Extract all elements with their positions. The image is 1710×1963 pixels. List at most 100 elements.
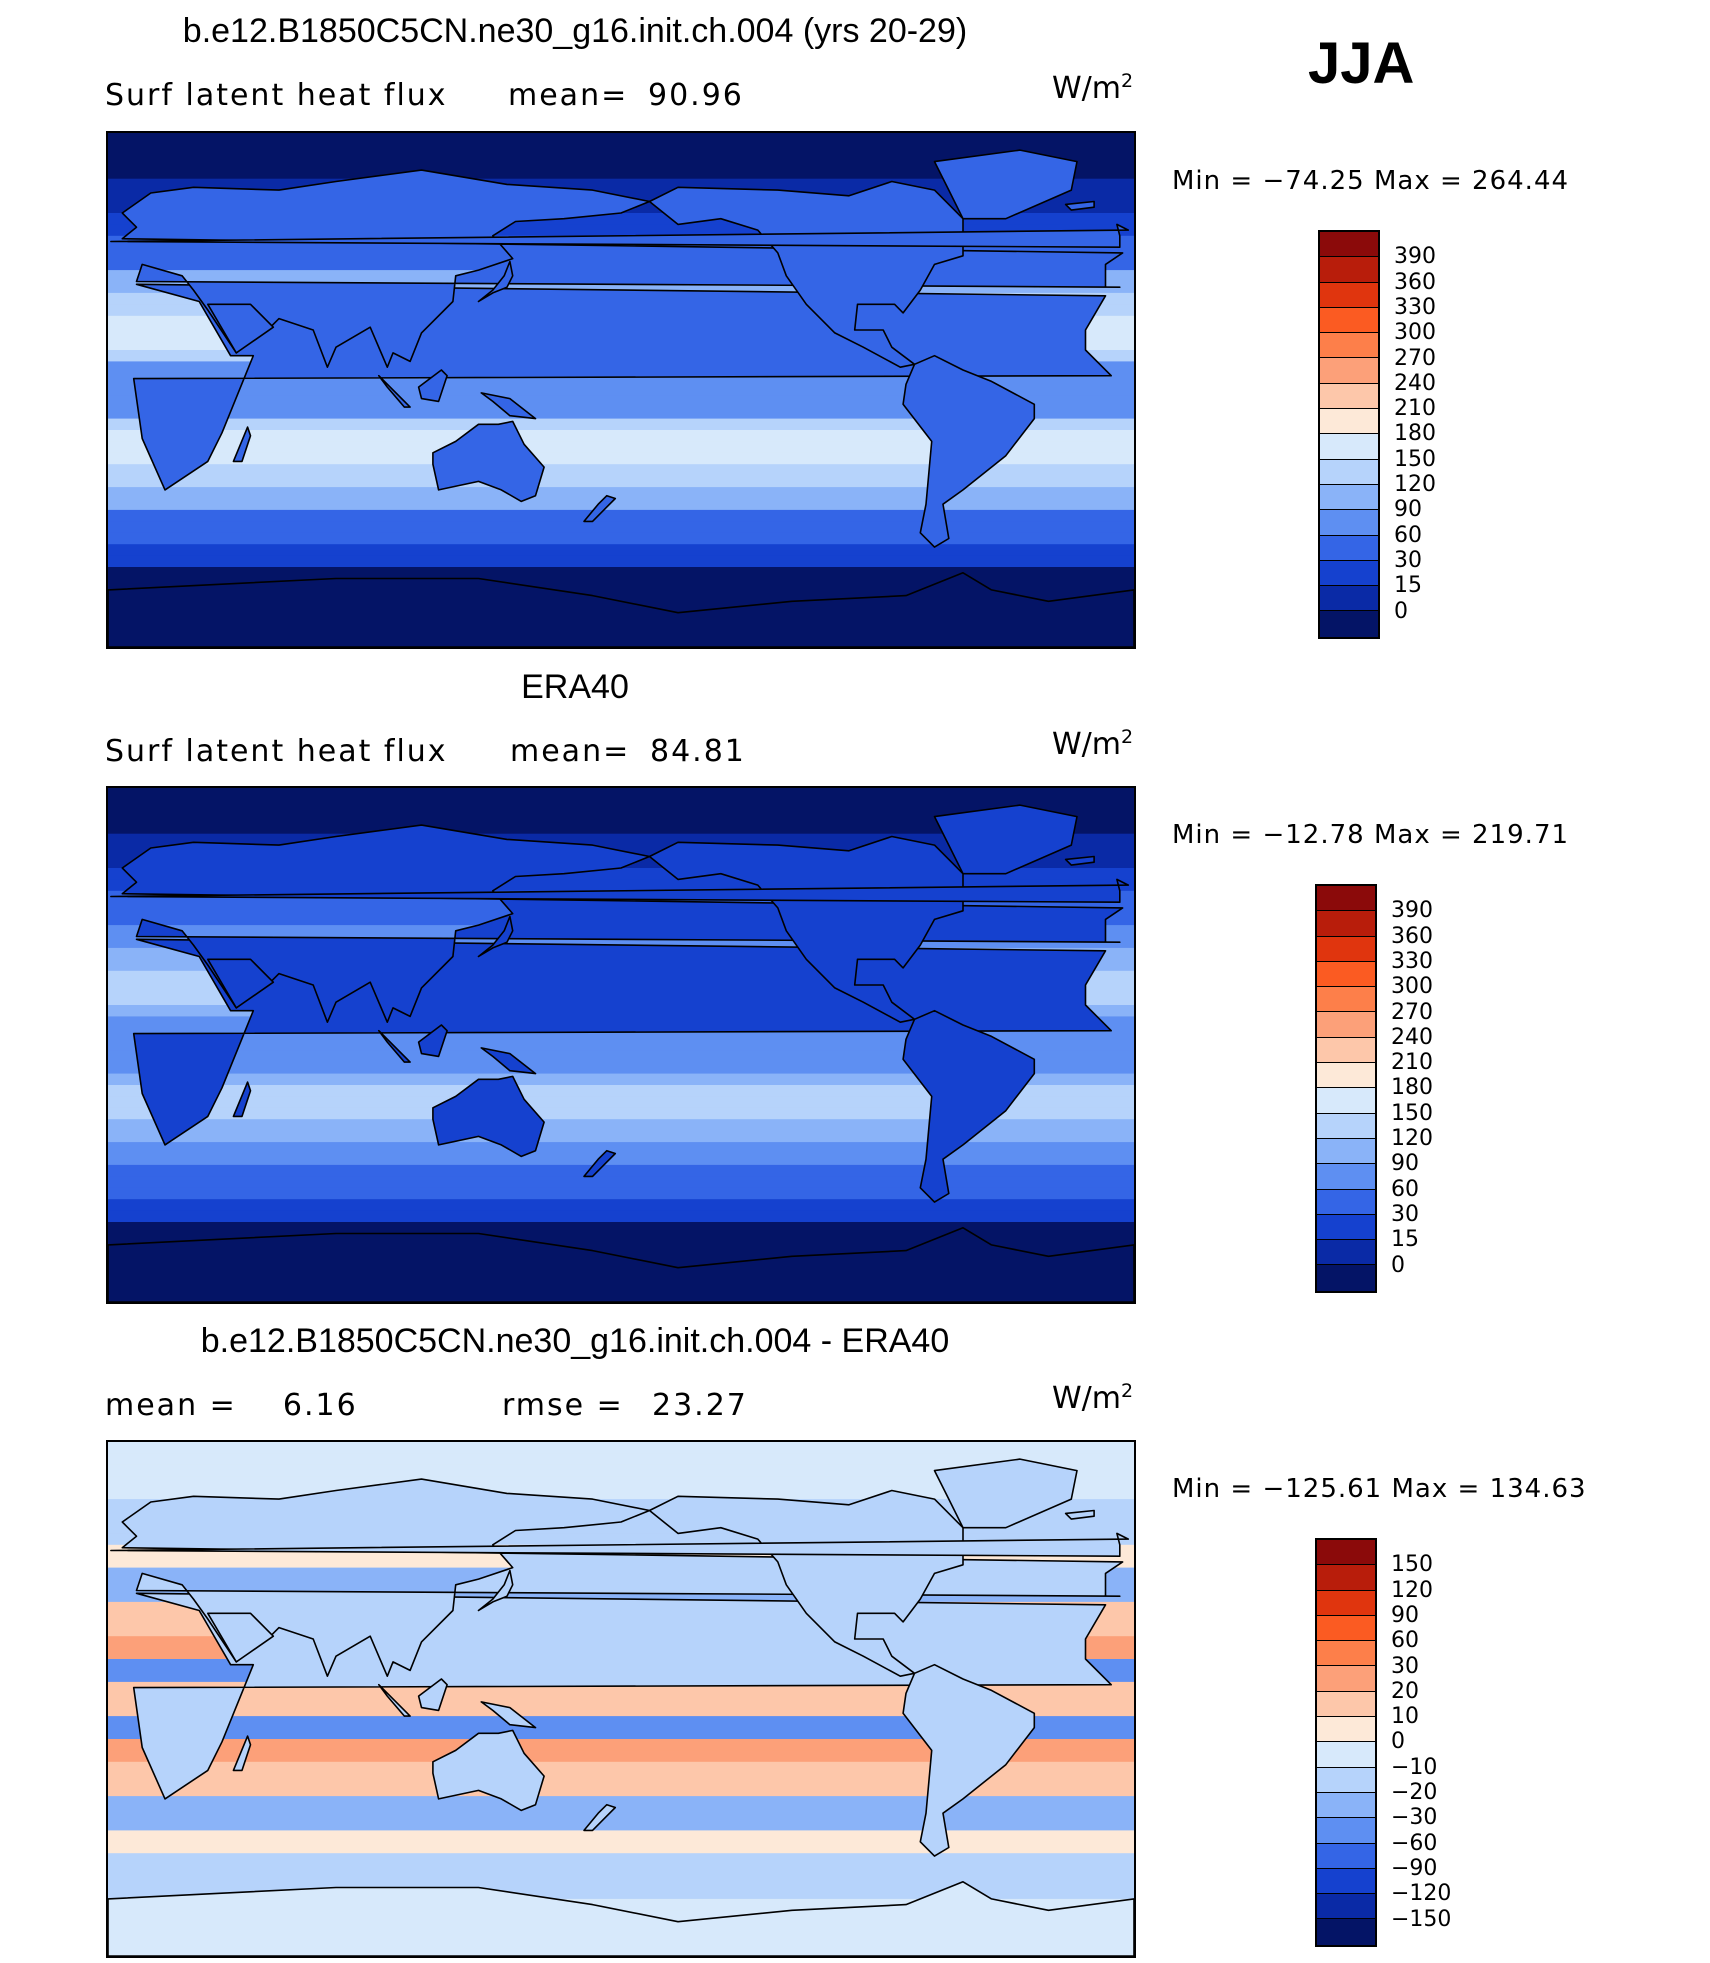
coastline-samerica <box>902 354 1036 548</box>
colorbar-tick-label: 120 <box>1391 1577 1433 1603</box>
field-band <box>108 1210 1134 1223</box>
field-band <box>108 144 1134 157</box>
colorbar-model <box>1318 230 1380 639</box>
field-band <box>108 1864 1134 1877</box>
coastline-nz <box>583 1803 617 1832</box>
field-band <box>108 1704 1134 1718</box>
field-band <box>108 167 1134 180</box>
coastline-antarctica <box>108 572 1134 647</box>
map-panel-model <box>106 131 1136 649</box>
coastline-uk <box>110 1532 1130 1557</box>
colorbar-swatch <box>1320 358 1378 384</box>
coastline-eurasia <box>121 824 1124 1023</box>
colorbar-tick-label: 390 <box>1394 244 1436 270</box>
colorbar-tick-label: 330 <box>1391 948 1433 974</box>
field-band <box>108 1853 1134 1866</box>
field-band <box>108 1062 1134 1075</box>
coastline-sumatra <box>378 374 411 408</box>
colorbar-swatch <box>1317 1063 1375 1089</box>
colorbar-tick-label: 150 <box>1391 1100 1433 1126</box>
colorbar-tick-label: 210 <box>1391 1050 1433 1076</box>
coastline-samerica <box>902 1663 1036 1857</box>
max-value: 264.44 <box>1472 166 1570 196</box>
colorbar-tick-label: 30 <box>1391 1201 1419 1227</box>
map-panel-obs <box>106 786 1136 1304</box>
colorbar-swatch <box>1320 409 1378 435</box>
colorbar-tick-label: 0 <box>1394 598 1408 624</box>
coastline-uk <box>110 223 1130 248</box>
colorbar-swatch <box>1317 1240 1375 1266</box>
mean-value: 90.96 <box>648 78 744 113</box>
field-band <box>108 475 1134 489</box>
colorbar-swatch <box>1317 1843 1375 1869</box>
field-band <box>108 1442 1134 1455</box>
field-band <box>108 1476 1134 1489</box>
min-value: −74.25 <box>1262 166 1365 196</box>
colorbar-swatch <box>1317 1919 1375 1945</box>
colorbar-swatch <box>1320 257 1378 283</box>
colorbar-swatch <box>1317 1792 1375 1819</box>
coastline-australia <box>432 1729 545 1812</box>
colorbar-tick-label: 10 <box>1391 1704 1419 1730</box>
colorbar-tick-label: 120 <box>1394 472 1436 497</box>
colorbar-obs <box>1315 884 1377 1293</box>
field-band <box>108 487 1134 500</box>
field-band <box>108 1199 1134 1212</box>
colorbar-tick-label: −120 <box>1391 1881 1452 1907</box>
field-band <box>108 1164 1134 1178</box>
field-band <box>108 1830 1134 1843</box>
colorbar-tick-label: 360 <box>1394 269 1436 295</box>
colorbar-tick-label: 0 <box>1391 1729 1405 1755</box>
colorbar-tick-label: 30 <box>1394 547 1422 573</box>
field-band <box>108 464 1134 477</box>
coastline-nz <box>583 494 617 523</box>
field-band <box>108 1142 1134 1155</box>
colorbar-tick-label: 90 <box>1391 1151 1419 1177</box>
colorbar-tick-label: 390 <box>1391 898 1433 924</box>
panel-title: b.e12.B1850C5CN.ne30_g16.init.ch.004 (yr… <box>182 12 968 50</box>
colorbar-tick-label: 270 <box>1394 345 1436 371</box>
coastline-newguinea <box>480 392 537 420</box>
mean-label: mean= <box>508 78 629 113</box>
coastline-iceland <box>1064 855 1095 866</box>
field-band <box>108 521 1134 534</box>
field-band <box>108 452 1134 466</box>
field-band <box>108 1693 1134 1706</box>
colorbar-swatch <box>1320 510 1378 536</box>
colorbar-tick-label: −60 <box>1391 1830 1438 1856</box>
field-band <box>108 1807 1134 1820</box>
rmse-value: 23.27 <box>652 1388 748 1423</box>
field-band <box>108 567 1134 580</box>
field-band <box>108 799 1134 812</box>
field-band <box>108 810 1134 824</box>
colorbar-swatch <box>1317 1164 1375 1190</box>
coastline-australia <box>432 1075 545 1158</box>
colorbar-swatch <box>1317 1565 1375 1591</box>
colorbar-tick-label: 180 <box>1391 1075 1433 1101</box>
colorbar-tick-label: 240 <box>1394 370 1436 396</box>
colorbar-swatch <box>1317 1666 1375 1692</box>
colorbar-tick-label: 180 <box>1394 421 1436 447</box>
panel-title: b.e12.B1850C5CN.ne30_g16.init.ch.004 - E… <box>200 1322 950 1360</box>
coastline-japan <box>477 1569 514 1612</box>
colorbar-tick-label: 270 <box>1391 999 1433 1025</box>
field-band <box>108 1073 1134 1086</box>
units-label: W/m2 <box>1052 726 1134 762</box>
colorbar-tick-label: −20 <box>1391 1780 1438 1805</box>
colorbar-swatch <box>1317 911 1375 937</box>
colorbar-tick-label: 30 <box>1391 1653 1419 1679</box>
field-band <box>108 1107 1134 1121</box>
coastline-eurasia <box>121 169 1124 368</box>
max-value: 219.71 <box>1472 820 1570 850</box>
colorbar-swatch <box>1317 1868 1375 1895</box>
field-band <box>108 788 1134 801</box>
colorbar-swatch <box>1320 232 1378 258</box>
field-band <box>108 430 1134 443</box>
rmse-label: rmse = <box>502 1388 624 1423</box>
min-value: −125.61 <box>1262 1474 1383 1504</box>
coastline-greenland <box>933 804 1078 875</box>
colorbar-swatch <box>1317 1037 1375 1064</box>
field-band <box>108 1773 1134 1786</box>
field-band <box>108 822 1134 835</box>
field-band <box>108 395 1134 409</box>
